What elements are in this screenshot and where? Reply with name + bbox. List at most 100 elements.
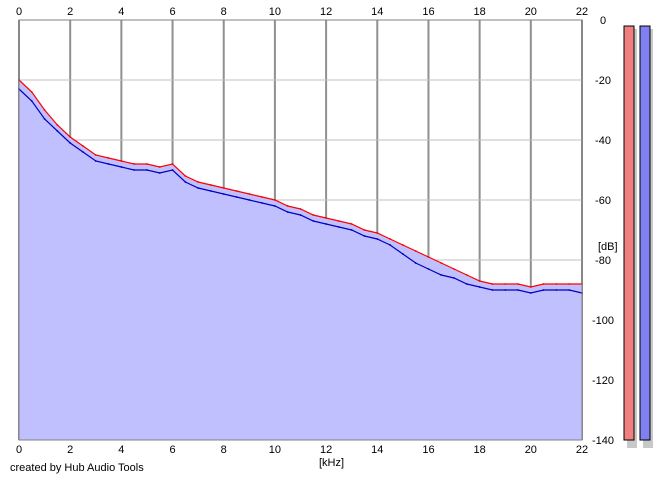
series-2-point [529, 292, 532, 294]
series-2-point [542, 289, 545, 291]
series-1-point [171, 163, 174, 165]
series-1-point [299, 208, 302, 210]
y-tick-label: -20 [595, 75, 611, 87]
x-tick-labels-top: 0 2 4 6 8 10 12 14 16 18 20 22 [16, 6, 588, 18]
series-1-point [133, 163, 136, 165]
y-tick-label: -40 [595, 135, 611, 147]
spectrum-fill [19, 80, 582, 440]
series-1-point [235, 190, 238, 192]
plot-border [18, 19, 583, 441]
level-meter-1 [623, 25, 635, 441]
series-1-point [69, 136, 72, 138]
credit-text: created by Hub Audio Tools [10, 462, 144, 474]
x-tick-label-top: 18 [474, 6, 486, 18]
series-1-point [517, 283, 519, 285]
series-2-point [440, 274, 443, 276]
series-2-point [337, 226, 340, 228]
series-2-point [325, 223, 327, 225]
series-2-point [197, 187, 200, 189]
series-2-point [299, 214, 302, 216]
series-1-point [210, 184, 212, 186]
series-2-point [478, 286, 481, 288]
series-2-point [376, 238, 379, 240]
x-tick-label-bottom: 4 [118, 444, 124, 456]
x-tick-label-bottom: 10 [269, 444, 281, 456]
series-1-point [107, 157, 110, 159]
series-1-point [542, 283, 545, 285]
series-2-point [427, 268, 430, 270]
series-1-point [56, 124, 59, 126]
x-tick-label-top: 4 [118, 6, 124, 18]
series-1-point [465, 274, 468, 276]
series-2-point [248, 199, 251, 201]
y-tick-label: -100 [592, 315, 614, 327]
series-2-point [274, 205, 276, 207]
series-2-point [401, 253, 404, 255]
x-tick-label-bottom: 8 [221, 444, 227, 456]
x-tick-label-top: 14 [371, 6, 383, 18]
series-2-point [517, 289, 519, 291]
series-2-point [286, 211, 289, 213]
series-2-point [94, 160, 97, 162]
series-1-point [376, 232, 379, 234]
series-2-point [43, 118, 46, 120]
series-2-point [158, 172, 161, 174]
series-1-point [146, 163, 148, 165]
x-tick-label-bottom: 22 [576, 444, 588, 456]
series-2-point [30, 100, 33, 102]
y-tick-label: 0 [600, 15, 606, 27]
x-tick-label-bottom: 16 [422, 444, 434, 456]
y-axis-unit-label: [dB] [598, 241, 618, 253]
series-2-point [133, 169, 136, 171]
series-2-point [222, 193, 225, 195]
x-tick-label-bottom: 12 [320, 444, 332, 456]
series-2-point [389, 244, 391, 246]
series-1-point [158, 166, 161, 168]
series-1-point [453, 268, 455, 270]
series-1-point [120, 160, 123, 162]
x-tick-label-bottom: 0 [16, 444, 22, 456]
y-tick-label: -80 [595, 255, 611, 267]
series-2-point [56, 130, 59, 132]
series-2-point [363, 235, 366, 237]
series-2-point [491, 289, 494, 291]
spectrum-area [19, 80, 582, 440]
level-meter-2 [639, 25, 651, 441]
series-1-point [389, 238, 391, 240]
series-2-point [555, 289, 558, 291]
x-tick-label-top: 8 [221, 6, 227, 18]
x-tick-label-top: 16 [422, 6, 434, 18]
x-tick-label-bottom: 18 [474, 444, 486, 456]
series-2-point [120, 166, 123, 168]
x-tick-label-top: 6 [169, 6, 175, 18]
series-2-point [107, 163, 110, 165]
y-tick-label: -140 [592, 435, 614, 447]
series-1-point [363, 229, 366, 231]
x-tick-label-bottom: 6 [169, 444, 175, 456]
series-1-point [274, 199, 276, 201]
x-tick-label-bottom: 2 [67, 444, 73, 456]
series-2-point [146, 169, 148, 171]
series-1-point [337, 220, 340, 222]
spectrum-lines [18, 79, 583, 294]
series-2-point [261, 202, 264, 204]
x-tick-labels-bottom: 0 2 4 6 8 10 12 14 16 18 20 22 [16, 444, 588, 456]
series-1-point [529, 286, 532, 288]
x-tick-label-top: 20 [525, 6, 537, 18]
series-1-point [325, 217, 327, 219]
series-1-point [401, 244, 404, 246]
series-2-point [210, 190, 212, 192]
series-2-point [414, 262, 417, 264]
series-1-point [555, 283, 558, 285]
series-2-point [235, 196, 238, 198]
series-1-point [222, 187, 225, 189]
y-tick-label: -60 [595, 195, 611, 207]
series-1-point [504, 283, 507, 285]
series-1-point [43, 109, 46, 111]
series-1-point [197, 181, 200, 183]
series-1-point [478, 280, 481, 282]
x-tick-label-bottom: 14 [371, 444, 383, 456]
y-tick-label: -120 [592, 375, 614, 387]
series-1-point [491, 283, 494, 285]
series-2-point [568, 289, 571, 291]
